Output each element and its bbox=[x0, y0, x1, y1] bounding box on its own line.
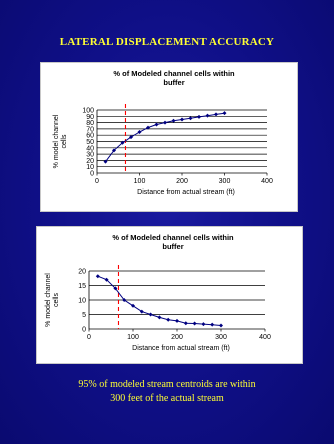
x-axis-label: Distance from actual stream (ft) bbox=[137, 189, 235, 196]
data-point bbox=[112, 148, 116, 153]
x-tick-label: 100 bbox=[127, 334, 139, 341]
x-tick-label: 0 bbox=[87, 334, 91, 341]
chart-panel-1: % of Modeled channel cells within buffer 0… bbox=[40, 62, 298, 212]
x-tick-label: 100 bbox=[134, 178, 146, 185]
data-point bbox=[122, 298, 127, 302]
y-tick-label: 20 bbox=[86, 158, 94, 165]
y-tick-label: 40 bbox=[86, 145, 94, 152]
data-point bbox=[120, 140, 125, 145]
y-axis-label-line-2: cells bbox=[53, 293, 60, 308]
y-tick-label: 10 bbox=[86, 164, 94, 171]
data-point bbox=[148, 312, 153, 317]
chart-title-line-1: % of Modeled channel cells within bbox=[113, 69, 235, 78]
y-axis-label-line-1: % model channel bbox=[53, 114, 60, 168]
data-point bbox=[129, 135, 133, 140]
data-point bbox=[210, 322, 215, 327]
data-point bbox=[137, 130, 142, 135]
data-point bbox=[205, 113, 210, 118]
x-tick-label: 400 bbox=[261, 178, 273, 185]
x-tick-label: 400 bbox=[259, 334, 271, 341]
x-tick-label: 300 bbox=[219, 178, 231, 185]
x-tick-label: 0 bbox=[95, 178, 99, 185]
y-tick-label: 50 bbox=[86, 139, 94, 146]
chart-title-line-2: buffer bbox=[162, 242, 183, 251]
chart-title-line-1: % of Modeled channel cells within bbox=[112, 233, 234, 242]
slide-title: LATERAL DISPLACEMENT ACCURACY bbox=[59, 36, 275, 48]
y-axis-label-line-1: % model channel bbox=[45, 273, 52, 327]
y-tick-label: 5 bbox=[82, 312, 86, 319]
y-tick-label: 60 bbox=[86, 133, 94, 140]
y-tick-label: 0 bbox=[90, 171, 94, 178]
data-point bbox=[183, 321, 188, 326]
y-axis-label-line-2: cells bbox=[61, 134, 68, 149]
caption-line-2: 300 feet of the actual stream bbox=[110, 393, 224, 404]
y-tick-label: 20 bbox=[78, 269, 86, 276]
data-point bbox=[157, 315, 162, 320]
y-tick-label: 70 bbox=[86, 126, 94, 133]
data-point bbox=[104, 277, 109, 282]
data-point bbox=[192, 321, 197, 326]
y-tick-label: 10 bbox=[78, 298, 86, 305]
slide-caption: 95% of modeled stream centroids are with… bbox=[20, 378, 314, 406]
y-tick-label: 80 bbox=[86, 120, 94, 127]
y-tick-label: 30 bbox=[86, 152, 94, 159]
data-point bbox=[171, 118, 176, 123]
data-point bbox=[166, 317, 171, 322]
y-tick-label: 100 bbox=[82, 108, 94, 115]
data-point bbox=[188, 116, 193, 121]
data-point bbox=[201, 322, 206, 327]
y-tick-label: 15 bbox=[78, 283, 86, 290]
data-point bbox=[95, 274, 100, 279]
data-point bbox=[163, 120, 167, 125]
x-tick-label: 200 bbox=[176, 178, 188, 185]
y-tick-label: 90 bbox=[86, 114, 94, 121]
chart-panel-2: % of Modeled channel cells within buffer 0… bbox=[36, 226, 303, 364]
data-point bbox=[103, 159, 108, 164]
x-tick-label: 200 bbox=[171, 334, 183, 341]
data-point bbox=[175, 318, 179, 323]
data-point bbox=[113, 286, 118, 291]
data-point bbox=[139, 309, 144, 314]
y-tick-label: 0 bbox=[82, 327, 86, 334]
data-point bbox=[154, 122, 159, 127]
data-point bbox=[219, 323, 223, 328]
chart-title-line-2: buffer bbox=[163, 78, 184, 87]
data-point bbox=[146, 125, 150, 130]
x-tick-label: 300 bbox=[215, 334, 227, 341]
x-axis-label: Distance from actual stream (ft) bbox=[132, 345, 230, 352]
data-point bbox=[214, 112, 218, 117]
data-point bbox=[131, 303, 135, 308]
data-point bbox=[222, 111, 227, 116]
caption-line-1: 95% of modeled stream centroids are with… bbox=[78, 379, 256, 390]
data-point bbox=[197, 114, 201, 119]
data-point bbox=[180, 117, 184, 122]
